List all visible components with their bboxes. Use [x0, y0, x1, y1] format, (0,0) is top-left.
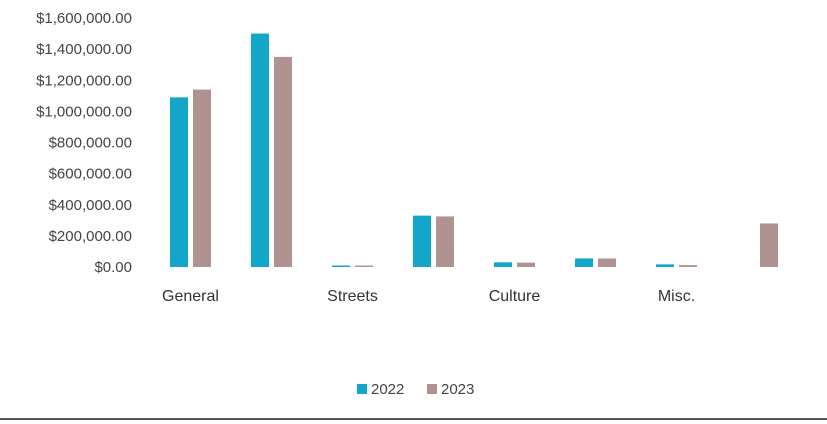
x-category-label: Streets: [327, 288, 378, 305]
y-tick-label: $1,200,000.00: [36, 72, 132, 89]
bar-2022: [494, 262, 512, 267]
bar-2023: [517, 262, 535, 267]
y-tick-label: $400,000.00: [49, 197, 132, 214]
bar-2023: [598, 258, 616, 267]
x-category-label: Misc.: [658, 288, 695, 305]
x-category-label: Culture: [489, 288, 541, 305]
bar-2023: [193, 89, 211, 268]
bar-2023: [355, 265, 373, 267]
y-tick-label: $1,600,000.00: [36, 10, 132, 27]
legend: 2022 2023: [357, 381, 474, 398]
y-tick-label: $600,000.00: [49, 166, 132, 183]
x-axis-labels: General Streets Culture Misc.: [162, 288, 695, 305]
bar-2023: [274, 56, 292, 267]
bar-2022: [251, 33, 269, 267]
bottom-divider: [0, 418, 827, 420]
y-tick-label: $0.00: [94, 259, 132, 276]
y-tick-label: $200,000.00: [49, 228, 132, 245]
bar-2023: [436, 216, 454, 267]
bar-2023: [679, 265, 697, 267]
y-tick-label: $800,000.00: [49, 135, 132, 152]
legend-swatch-2022: [357, 384, 367, 394]
legend-swatch-2023: [427, 384, 437, 394]
x-category-label: General: [162, 288, 219, 305]
y-tick-label: $1,400,000.00: [36, 41, 132, 58]
legend-label: 2023: [441, 381, 474, 398]
bar-2022: [413, 215, 431, 267]
y-tick-label: $1,000,000.00: [36, 103, 132, 120]
bar-2022: [170, 97, 188, 268]
bars: [170, 33, 778, 268]
legend-label: 2022: [371, 381, 404, 398]
y-axis-ticks: $0.00 $200,000.00 $400,000.00 $600,000.00 $8…: [36, 10, 132, 276]
bar-2023: [760, 223, 778, 267]
bar-2022: [575, 258, 593, 267]
bar-2022: [656, 264, 674, 267]
bar-2022: [332, 265, 350, 267]
